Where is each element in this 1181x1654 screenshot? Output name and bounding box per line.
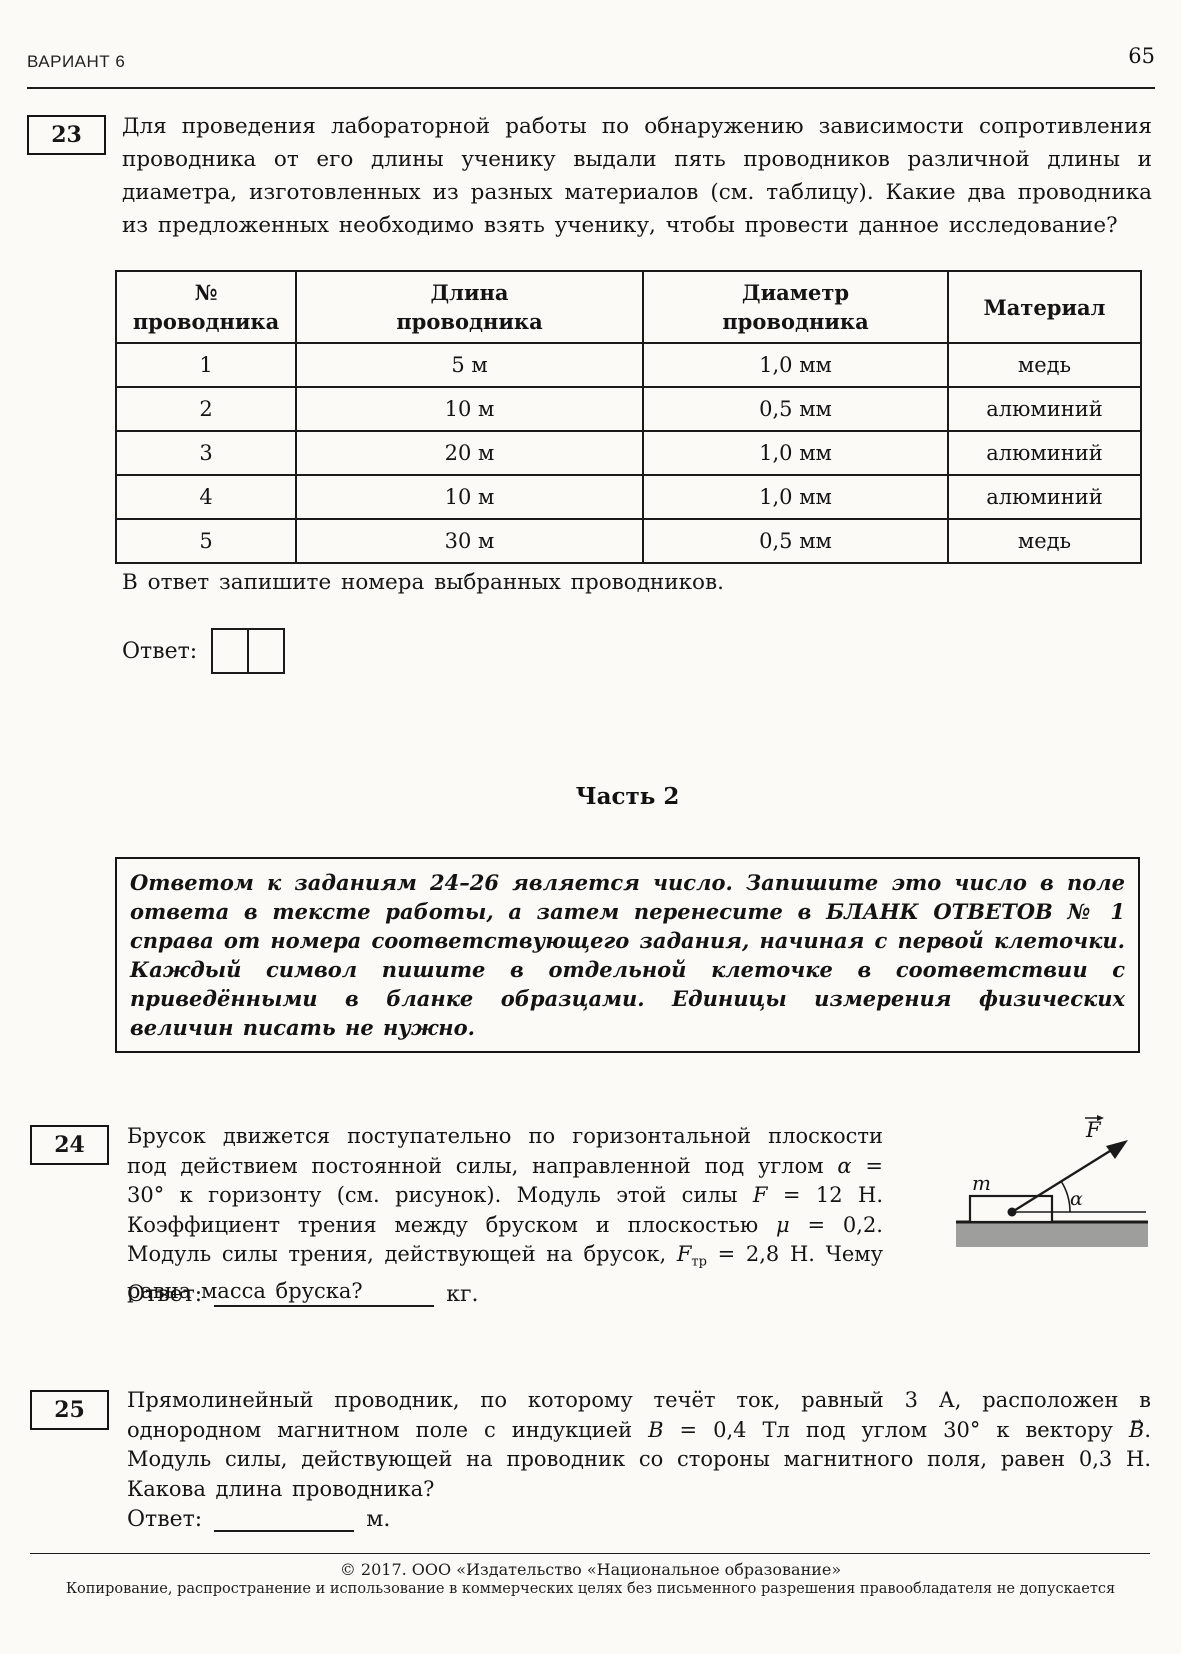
force-label: F bbox=[1085, 1118, 1102, 1142]
table-cell: 1,0 мм bbox=[642, 342, 949, 388]
table-cell: 10 м bbox=[295, 386, 644, 432]
answer-label: Ответ: bbox=[127, 1506, 203, 1532]
table-row: 2 10 м 0,5 мм алюминий bbox=[115, 386, 1142, 432]
question-23-note: В ответ запишите номера выбранных провод… bbox=[122, 570, 724, 595]
header-rule bbox=[27, 87, 1155, 89]
table-cell: алюминий bbox=[947, 430, 1142, 476]
variant-label: ВАРИАНТ 6 bbox=[27, 52, 126, 71]
question-24-text: Брусок движется поступательно по горизон… bbox=[127, 1124, 883, 1304]
question-23-text: Для проведения лабораторной работы по об… bbox=[122, 114, 1152, 238]
table-cell: алюминий bbox=[947, 386, 1142, 432]
induction-vector-symbol: B bbox=[1129, 1406, 1144, 1446]
angle-label: α bbox=[1070, 1188, 1083, 1210]
question-24-number-box: 24 bbox=[30, 1125, 109, 1165]
question-25-number-box: 25 bbox=[30, 1390, 109, 1430]
force-arrowhead bbox=[1106, 1140, 1128, 1159]
table-row: 4 10 м 1,0 мм алюминий bbox=[115, 474, 1142, 520]
table-header-cell: Материал bbox=[947, 270, 1142, 344]
copy-notice-line: Копирование, распространение и использов… bbox=[65, 1581, 1116, 1597]
table-cell: 20 м bbox=[295, 430, 644, 476]
table-cell: 30 м bbox=[295, 518, 644, 564]
answer-cell-2[interactable] bbox=[247, 628, 286, 674]
question-23-number: 23 bbox=[51, 122, 82, 148]
friction-force-symbol: F bbox=[676, 1242, 692, 1266]
table-cell: 5 bbox=[115, 518, 297, 564]
table-header-cell: Диаметр проводника bbox=[642, 270, 949, 344]
answer-line[interactable] bbox=[214, 1506, 355, 1532]
instructions-text: Ответом к заданиям 24–26 является число.… bbox=[130, 870, 1125, 1040]
question-25-text: Прямолинейный проводник, по которому теч… bbox=[127, 1386, 1151, 1504]
page-number: 65 bbox=[1128, 44, 1155, 68]
table-cell: 4 bbox=[115, 474, 297, 520]
question-25-number: 25 bbox=[54, 1397, 85, 1423]
question-24-number: 24 bbox=[54, 1132, 85, 1158]
table-cell: 1 bbox=[115, 342, 297, 388]
force-symbol: F bbox=[752, 1183, 768, 1207]
answer-unit: м. bbox=[366, 1506, 391, 1532]
footer-rule bbox=[30, 1553, 1150, 1554]
table-cell: 0,5 мм bbox=[642, 518, 949, 564]
answer-unit: кг. bbox=[446, 1281, 479, 1307]
mass-label: m bbox=[972, 1171, 991, 1195]
table-cell: 5 м bbox=[295, 342, 644, 388]
mu-symbol: μ bbox=[776, 1212, 790, 1237]
table-header-cell: № проводника bbox=[115, 270, 297, 344]
table-cell: 3 bbox=[115, 430, 297, 476]
force-label-vector-head bbox=[1097, 1115, 1104, 1121]
conductors-table: № проводника Длина проводника Диаметр пров… bbox=[115, 270, 1142, 564]
answer-cell-1[interactable] bbox=[211, 628, 250, 674]
induction-symbol: B bbox=[648, 1417, 664, 1442]
table-cell: медь bbox=[947, 342, 1142, 388]
answer-line[interactable] bbox=[214, 1281, 435, 1307]
alpha-symbol: α bbox=[837, 1153, 852, 1178]
ground-surface bbox=[956, 1223, 1148, 1247]
table-header-cell: Длина проводника bbox=[295, 270, 644, 344]
instructions-box: Ответом к заданиям 24–26 является число.… bbox=[115, 857, 1140, 1053]
question-23-number-box: 23 bbox=[27, 115, 106, 155]
question-24-answer-row: Ответ: кг. bbox=[127, 1281, 478, 1307]
answer-label: Ответ: bbox=[127, 1281, 203, 1307]
copyright-line: © 2017. ООО «Издательство «Национальное … bbox=[339, 1560, 842, 1579]
angle-arc bbox=[1060, 1180, 1071, 1213]
table-cell: 1,0 мм bbox=[642, 474, 949, 520]
table-cell: 1,0 мм bbox=[642, 430, 949, 476]
table-cell: медь bbox=[947, 518, 1142, 564]
part-2-title: Часть 2 bbox=[575, 783, 680, 810]
question-23-answer-row: Ответ: bbox=[122, 628, 286, 674]
table-cell: 2 bbox=[115, 386, 297, 432]
table-cell: 0,5 мм bbox=[642, 386, 949, 432]
application-point-dot bbox=[1007, 1207, 1017, 1217]
answer-label: Ответ: bbox=[122, 638, 198, 664]
answer-cells bbox=[211, 628, 286, 674]
table-cell: 10 м bbox=[295, 474, 644, 520]
table-row: 5 30 м 0,5 мм медь bbox=[115, 518, 1142, 564]
question-25-answer-row: Ответ: м. bbox=[127, 1506, 390, 1532]
table-cell: алюминий bbox=[947, 474, 1142, 520]
block-force-figure: m α F bbox=[956, 1115, 1148, 1247]
table-row: 3 20 м 1,0 мм алюминий bbox=[115, 430, 1142, 476]
force-arrow bbox=[1011, 1144, 1119, 1214]
table-header-row: № проводника Длина проводника Диаметр пров… bbox=[115, 270, 1142, 344]
